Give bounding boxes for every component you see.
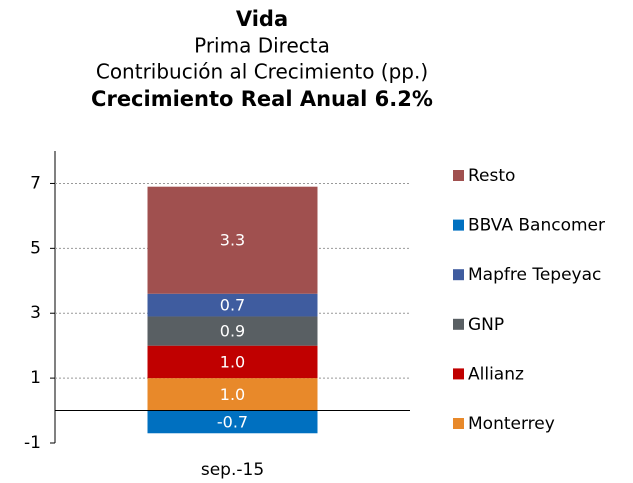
legend-swatch bbox=[453, 269, 464, 281]
y-tick-label: 1 bbox=[30, 368, 41, 388]
bar-segment bbox=[147, 316, 318, 346]
legend-swatch bbox=[453, 368, 464, 380]
chart-subtitle: Prima Directa bbox=[194, 34, 330, 58]
data-label: -0.7 bbox=[217, 412, 248, 431]
data-label: 0.9 bbox=[220, 322, 245, 341]
legend-label: Mapfre Tepeyac bbox=[468, 265, 601, 285]
legend-label: Resto bbox=[468, 166, 515, 186]
y-tick-label: 3 bbox=[30, 303, 41, 323]
data-label: 0.7 bbox=[220, 296, 245, 315]
bar-segment bbox=[147, 378, 318, 411]
bar-segment bbox=[147, 293, 318, 317]
legend-label: GNP bbox=[468, 315, 504, 335]
legend-label: Allianz bbox=[468, 364, 524, 384]
y-tick-label: -1 bbox=[24, 433, 41, 453]
data-label: 1.0 bbox=[220, 352, 245, 371]
chart-headline: Crecimiento Real Anual 6.2% bbox=[91, 87, 433, 111]
chart-title: Vida bbox=[236, 7, 288, 31]
legend-label: BBVA Bancomer bbox=[468, 216, 605, 236]
chart-subtitle: Contribución al Crecimiento (pp.) bbox=[96, 60, 428, 84]
data-label: 1.0 bbox=[220, 385, 245, 404]
bar-segment bbox=[147, 410, 318, 434]
y-tick-label: 5 bbox=[30, 238, 41, 258]
legend-swatch bbox=[453, 219, 464, 231]
x-tick-label: sep.-15 bbox=[201, 460, 264, 480]
bar-segment bbox=[147, 345, 318, 379]
data-label: 3.3 bbox=[220, 231, 245, 250]
y-tick-label: 7 bbox=[30, 173, 41, 193]
legend-swatch bbox=[453, 318, 464, 330]
legend-swatch bbox=[453, 418, 464, 429]
bar-segment bbox=[147, 186, 318, 294]
legend-label: Monterrey bbox=[468, 414, 555, 434]
legend-swatch bbox=[453, 170, 464, 181]
